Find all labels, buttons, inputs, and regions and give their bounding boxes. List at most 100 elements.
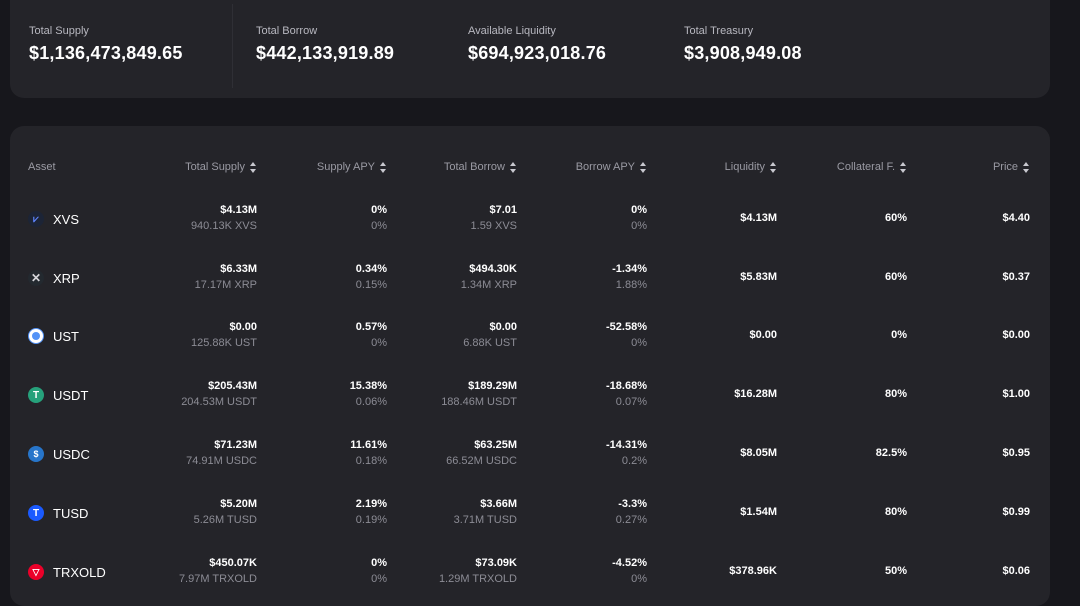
borrow-value: $189.29M xyxy=(468,380,517,392)
usdt-icon: T xyxy=(28,387,44,403)
header-label: Total Supply xyxy=(185,161,245,173)
total-borrow-cell: $189.29M 188.46M USDT xyxy=(441,380,517,408)
supply-apy-sub: 0% xyxy=(371,220,387,232)
asset-cell: ✕ XRP xyxy=(28,270,80,286)
supply-apy-sub: 0% xyxy=(371,337,387,349)
borrow-apy: -14.31% xyxy=(606,439,647,451)
header-supply-apy[interactable]: Supply APY xyxy=(317,161,387,173)
supply-apy: 0.57% xyxy=(355,321,387,333)
table-row[interactable]: $ USDC $71.23M 74.91M USDC 11.61% 0.18% $6… xyxy=(10,426,1050,484)
asset-name: USDT xyxy=(53,387,89,403)
table-row[interactable]: T USDT $205.43M 204.53M USDT 15.38% 0.06% … xyxy=(10,367,1050,425)
liquidity-cell: $16.28M xyxy=(734,388,777,400)
stat-label: Total Treasury xyxy=(684,25,754,37)
stat-value: $694,923,018.76 xyxy=(468,43,607,63)
header-total-borrow[interactable]: Total Borrow xyxy=(444,161,517,173)
borrow-apy: -18.68% xyxy=(606,380,647,392)
stat-value: $1,136,473,849.65 xyxy=(29,43,183,63)
ust-icon xyxy=(28,328,44,344)
supply-apy: 15.38% xyxy=(349,380,387,392)
header-label: Liquidity xyxy=(724,161,765,173)
stat-value: $3,908,949.08 xyxy=(684,43,802,63)
price-cell: $0.00 xyxy=(1002,329,1030,341)
supply-apy-sub: 0.06% xyxy=(355,396,387,408)
asset-cell: $ USDC xyxy=(28,446,90,462)
asset-name: TUSD xyxy=(53,505,89,521)
supply-amount: 125.88K UST xyxy=(190,337,257,349)
supply-apy-cell: 0.57% 0% xyxy=(356,321,387,349)
xvs-icon: ⩗ xyxy=(28,211,44,227)
total-supply-cell: $5.20M 5.26M TUSD xyxy=(194,498,257,526)
price-cell: $4.40 xyxy=(1002,212,1030,224)
table-row[interactable]: ⩗ XVS $4.13M 940.13K XVS 0% 0% $7.01 1.59 X… xyxy=(10,191,1050,249)
collateral-factor-cell: 82.5% xyxy=(875,447,907,459)
trx-icon: ▽ xyxy=(28,564,44,580)
supply-apy-sub: 0% xyxy=(371,573,387,585)
header-label: Borrow APY xyxy=(575,161,635,173)
borrow-apy-sub: 0.2% xyxy=(621,455,647,467)
borrow-amount: 6.88K UST xyxy=(463,337,517,349)
header-liquidity[interactable]: Liquidity xyxy=(725,161,777,173)
asset-cell: ⩗ XVS xyxy=(28,211,79,227)
total-supply-cell: $4.13M 940.13K XVS xyxy=(191,204,257,232)
stat-label: Total Supply xyxy=(29,25,89,37)
markets-table: Asset Total Supply Supply APY Total Borr… xyxy=(10,126,1050,606)
borrow-amount: 3.71M TUSD xyxy=(453,514,517,526)
borrow-value: $0.00 xyxy=(489,321,517,333)
borrow-apy: -3.3% xyxy=(618,498,647,510)
borrow-apy-sub: 0% xyxy=(631,573,647,585)
total-supply-cell: $71.23M 74.91M USDC xyxy=(186,439,257,467)
asset-name: USDC xyxy=(53,446,90,462)
header-collateral-factor[interactable]: Collateral F. xyxy=(837,161,907,173)
total-supply-cell: $6.33M 17.17M XRP xyxy=(195,263,257,291)
liquidity-cell: $378.96K xyxy=(729,565,777,577)
supply-apy: 0% xyxy=(371,557,387,569)
borrow-apy-sub: 0.27% xyxy=(615,514,647,526)
collateral-factor-cell: 60% xyxy=(884,271,907,283)
market-summary-card: Total Supply $1,136,473,849.65 Total Bor… xyxy=(10,0,1050,98)
header-borrow-apy[interactable]: Borrow APY xyxy=(576,161,647,173)
table-row[interactable]: T TUSD $5.20M 5.26M TUSD 2.19% 0.19% $3.66… xyxy=(10,485,1050,543)
borrow-value: $63.25M xyxy=(474,439,517,451)
borrow-amount: 1.34M XRP xyxy=(460,279,517,291)
asset-name: TRXOLD xyxy=(53,564,106,580)
table-row[interactable]: ✕ XRP $6.33M 17.17M XRP 0.34% 0.15% $494.3… xyxy=(10,250,1050,308)
usdc-icon: $ xyxy=(28,446,44,462)
supply-apy: 11.61% xyxy=(350,439,387,451)
supply-apy: 0.34% xyxy=(355,263,387,275)
header-asset[interactable]: Asset xyxy=(28,161,56,173)
liquidity-cell: $4.13M xyxy=(740,212,777,224)
table-row[interactable]: UST $0.00 125.88K UST 0.57% 0% $0.00 6.88K … xyxy=(10,308,1050,366)
sort-icon xyxy=(380,161,387,173)
total-treasury-stat: Total Treasury $3,908,949.08 xyxy=(684,25,802,64)
price-cell: $0.95 xyxy=(1002,447,1030,459)
sort-icon xyxy=(510,161,517,173)
collateral-factor-cell: 60% xyxy=(884,212,907,224)
supply-value: $71.23M xyxy=(214,439,257,451)
borrow-apy: -52.58% xyxy=(606,321,647,333)
supply-amount: 204.53M USDT xyxy=(181,396,257,408)
supply-apy-cell: 0.34% 0.15% xyxy=(356,263,387,291)
header-price[interactable]: Price xyxy=(993,161,1030,173)
liquidity-cell: $1.54M xyxy=(740,506,777,518)
total-supply-cell: $205.43M 204.53M USDT xyxy=(181,380,257,408)
total-borrow-cell: $73.09K 1.29M TRXOLD xyxy=(439,557,517,585)
table-row[interactable]: ▽ TRXOLD $450.07K 7.97M TRXOLD 0% 0% $73.0… xyxy=(10,544,1050,602)
header-total-supply[interactable]: Total Supply xyxy=(185,161,257,173)
supply-value: $4.13M xyxy=(220,204,257,216)
supply-apy-sub: 0.19% xyxy=(355,514,387,526)
borrow-apy-cell: 0% 0% xyxy=(631,204,647,232)
sort-icon xyxy=(640,161,647,173)
supply-apy: 2.19% xyxy=(355,498,387,510)
header-label: Supply APY xyxy=(316,161,375,173)
borrow-apy-sub: 0% xyxy=(631,337,647,349)
sort-icon xyxy=(900,161,907,173)
stat-label: Available Liquidity xyxy=(468,25,556,37)
summary-divider xyxy=(232,4,233,88)
asset-cell: T USDT xyxy=(28,387,88,403)
borrow-amount: 1.59 XVS xyxy=(470,220,517,232)
supply-amount: 74.91M USDC xyxy=(186,455,257,467)
borrow-value: $73.09K xyxy=(475,557,517,569)
supply-apy-cell: 0% 0% xyxy=(371,557,387,585)
borrow-apy-cell: -3.3% 0.27% xyxy=(616,498,647,526)
